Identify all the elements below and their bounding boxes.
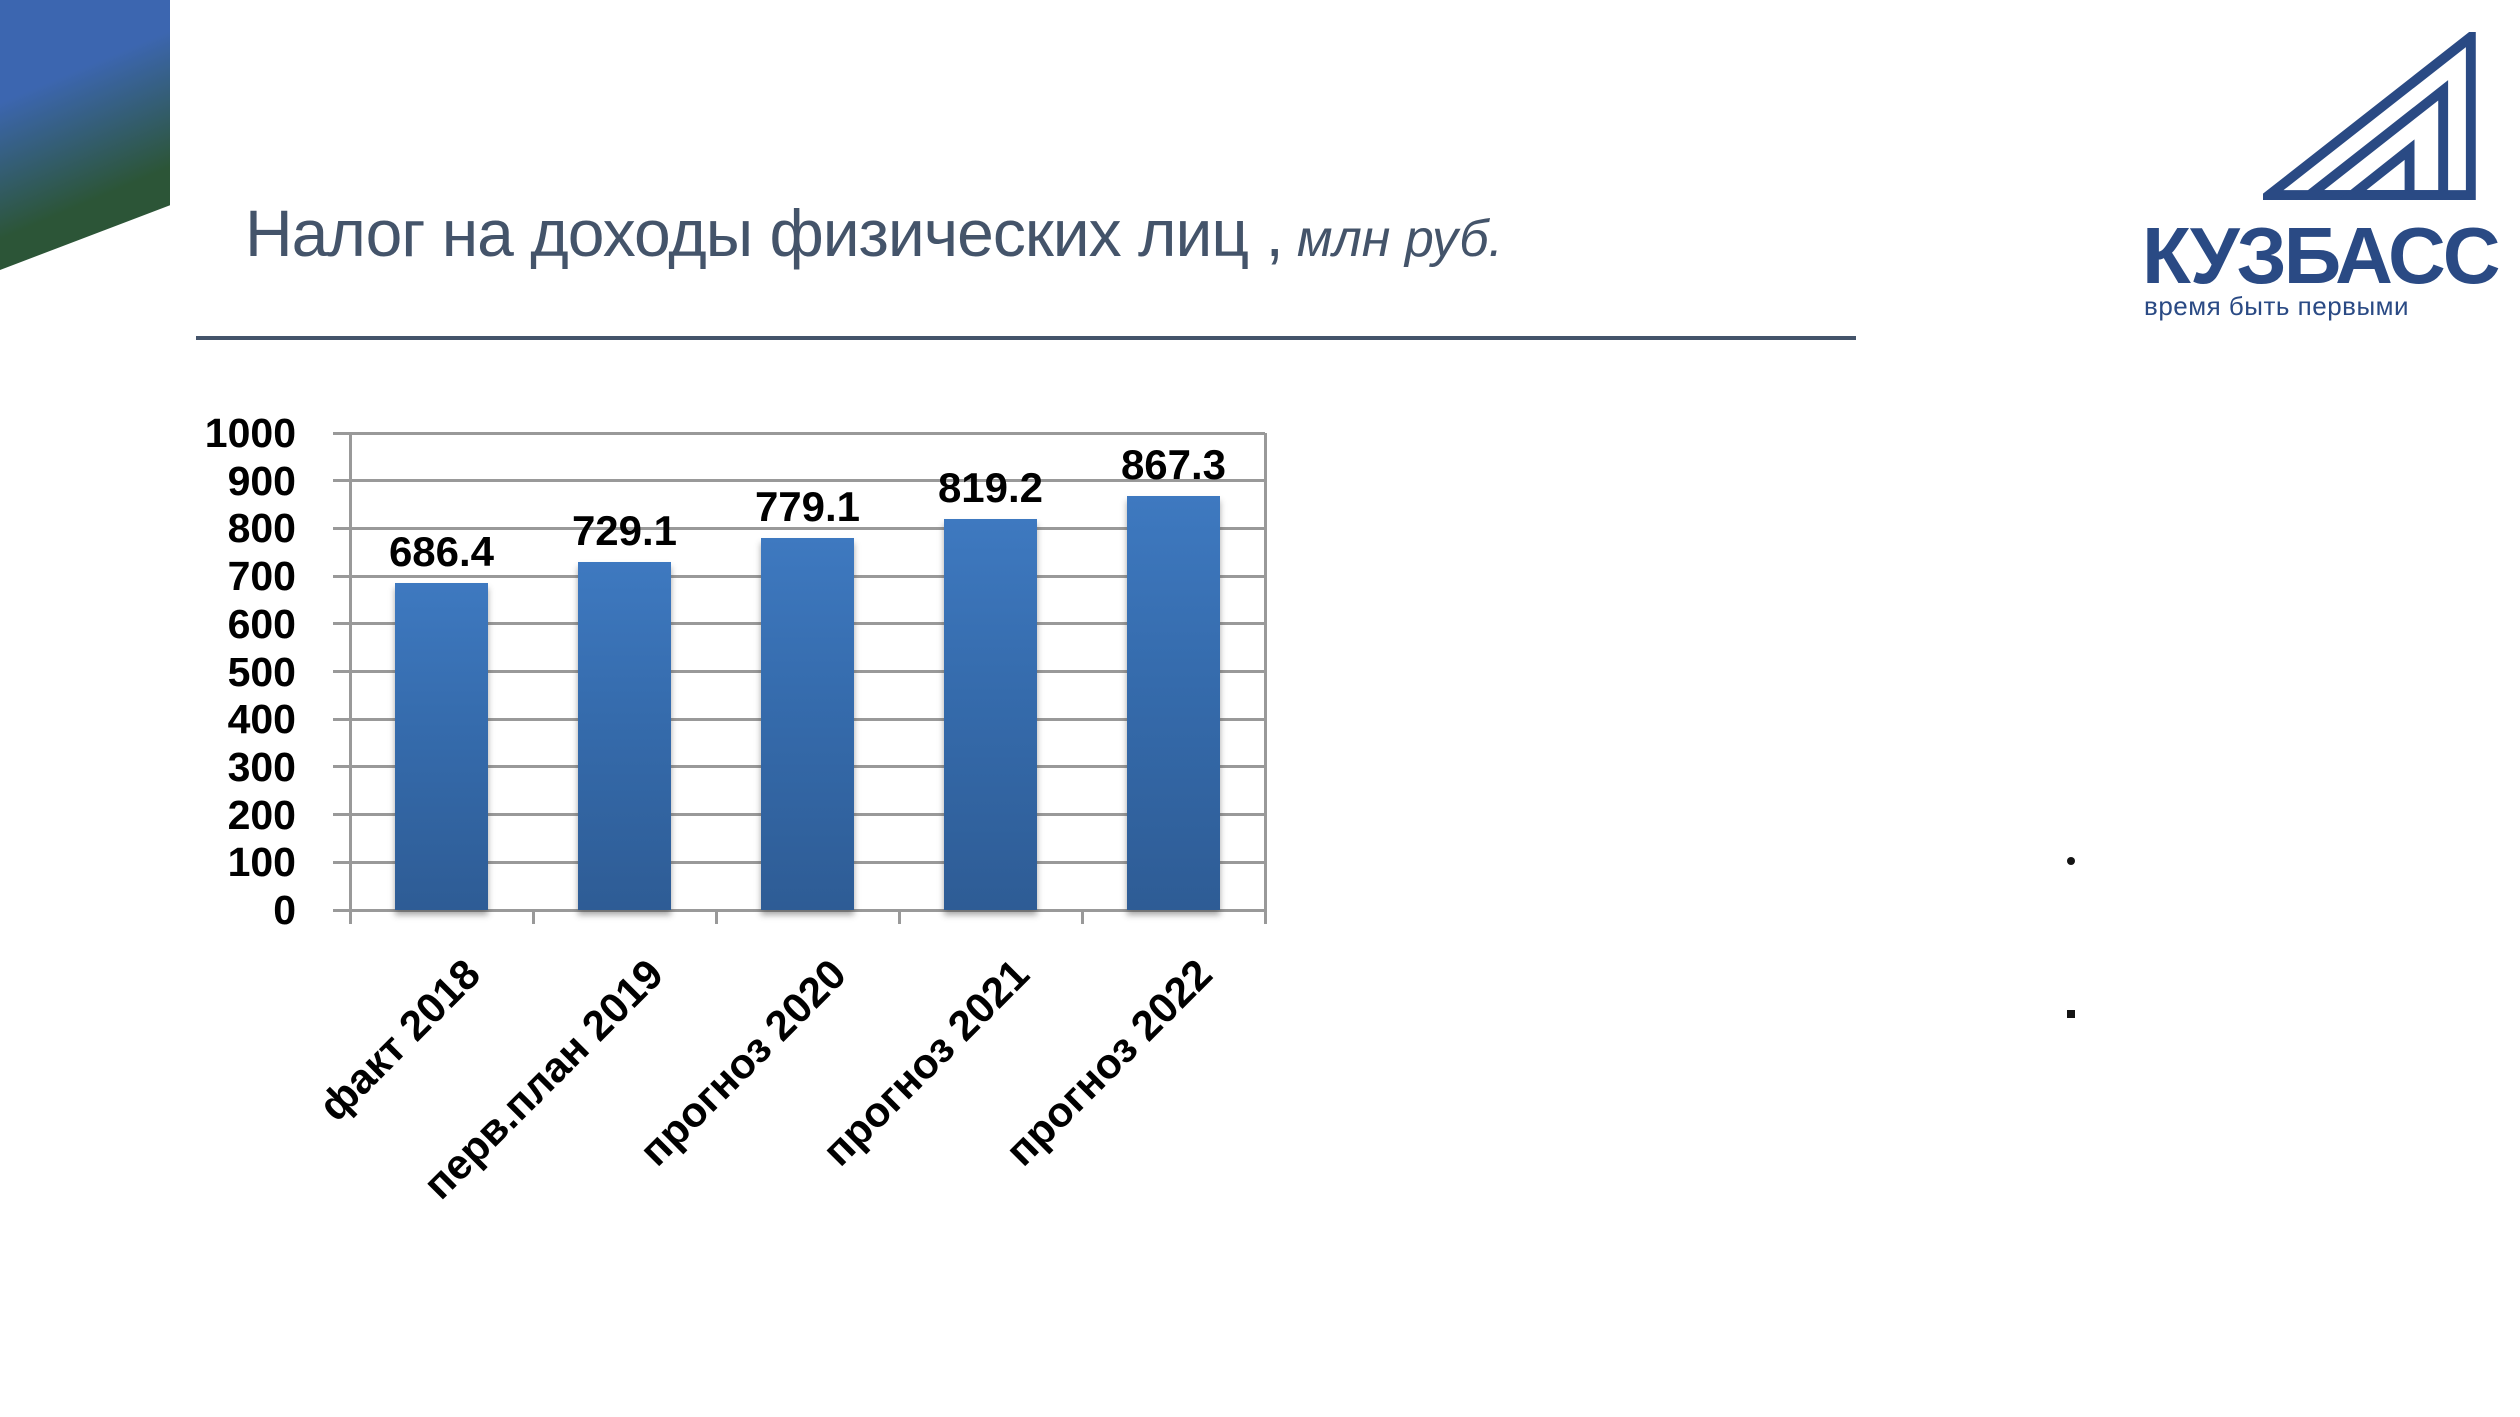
x-axis-tick xyxy=(1263,910,1267,924)
y-axis-label: 600 xyxy=(227,600,296,647)
y-axis-label: 500 xyxy=(227,648,296,695)
y-axis-label: 100 xyxy=(227,839,296,886)
page-title: Налог на доходы физических лиц , млн руб. xyxy=(245,197,1503,288)
bar xyxy=(395,582,488,910)
bar-value-label: 779.1 xyxy=(754,483,861,531)
y-axis-tick xyxy=(333,526,350,530)
gridline xyxy=(350,431,1265,435)
x-axis-category-label: факт 2018 xyxy=(309,950,489,1130)
title-divider xyxy=(196,336,1856,340)
bar xyxy=(761,538,854,910)
x-axis-line xyxy=(348,908,1267,912)
y-axis-label: 300 xyxy=(227,743,296,790)
y-axis-tick xyxy=(333,574,350,578)
x-axis-tick xyxy=(348,910,352,924)
bar-value-label: 819.2 xyxy=(937,464,1044,512)
y-axis-tick xyxy=(333,908,350,912)
logo-triangles-icon xyxy=(2263,32,2476,200)
x-axis-tick xyxy=(714,910,718,924)
gridline xyxy=(350,526,1265,530)
page-title-unit: млн руб. xyxy=(1296,210,1503,268)
page-title-text: Налог на доходы физических лиц , xyxy=(245,196,1284,270)
y-axis-label: 0 xyxy=(273,887,296,933)
x-axis-tick xyxy=(531,910,535,924)
plot-right-border xyxy=(1263,433,1267,924)
y-axis-tick xyxy=(333,479,350,483)
bar xyxy=(1127,496,1220,910)
logo-tagline: время быть первыми xyxy=(2144,291,2410,321)
y-axis-tick xyxy=(333,717,350,721)
y-axis-tick xyxy=(333,765,350,769)
logo-wordmark: КУЗБАСС xyxy=(2142,211,2500,300)
y-axis-tick xyxy=(333,813,350,817)
y-axis-label: 400 xyxy=(227,696,296,743)
y-axis-label: 800 xyxy=(227,505,296,552)
y-axis-tick xyxy=(333,622,350,626)
y-axis-tick xyxy=(333,860,350,864)
y-axis-label: 900 xyxy=(227,457,296,504)
y-axis-label: 700 xyxy=(227,553,296,600)
y-axis-tick xyxy=(333,670,350,673)
bar-value-label: 729.1 xyxy=(571,507,678,555)
y-axis-line xyxy=(348,433,352,924)
bullet-dot xyxy=(2067,1010,2075,1018)
bar xyxy=(578,562,671,910)
x-axis-tick xyxy=(1080,910,1084,924)
gridline xyxy=(350,479,1265,483)
bar xyxy=(944,519,1037,910)
x-axis-tick xyxy=(897,910,901,924)
bullet-dot xyxy=(2067,857,2075,865)
kuzbass-logo: КУЗБАСС время быть первыми xyxy=(2140,10,2520,321)
bar-value-label: 867.3 xyxy=(1120,441,1227,489)
bar-value-label: 686.4 xyxy=(388,527,495,575)
y-axis-tick xyxy=(333,431,350,435)
y-axis-label: 200 xyxy=(227,791,296,838)
y-axis-label: 1000 xyxy=(204,410,296,456)
